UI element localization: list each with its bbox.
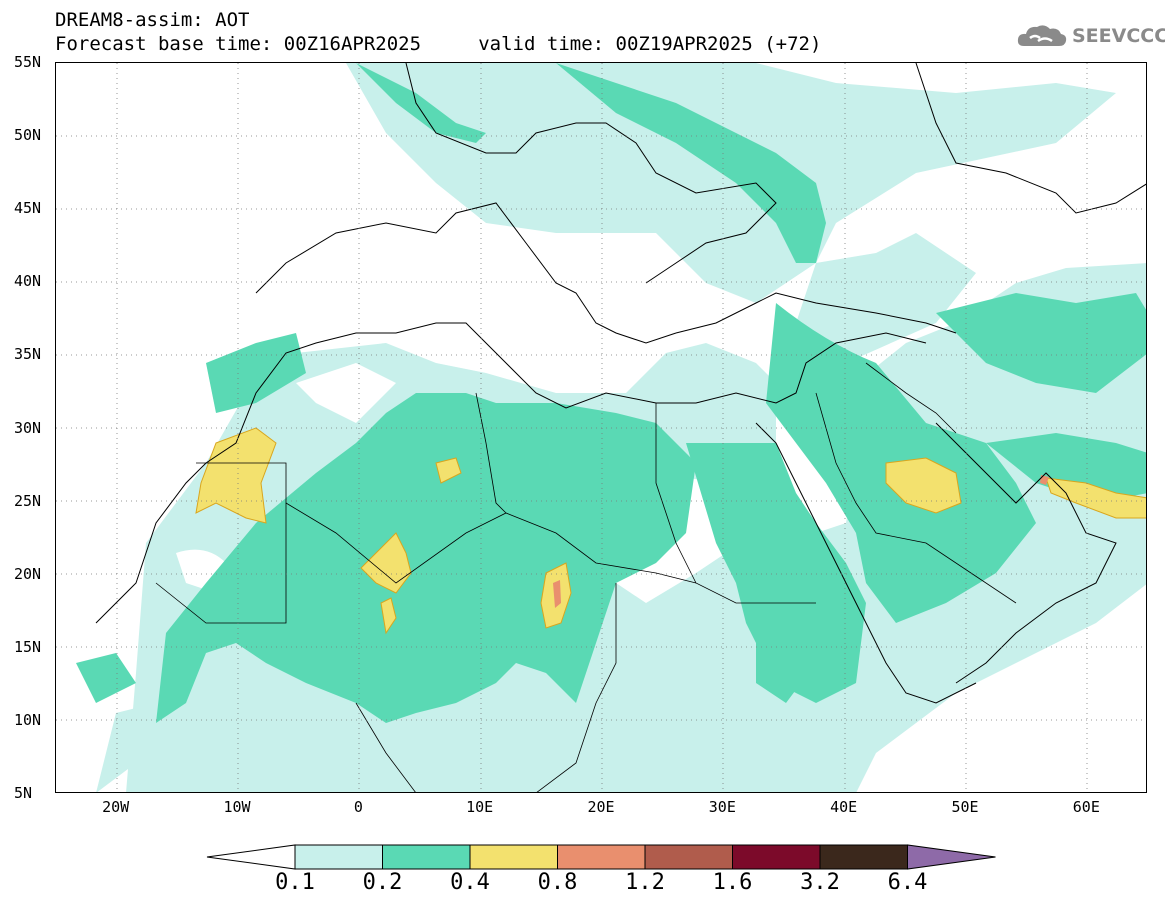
colorbar-segment: [382, 844, 471, 870]
lon-tick-label: 30E: [708, 798, 736, 816]
colorbar-over-arrow: [907, 844, 996, 870]
lat-tick-label: 40N: [14, 272, 42, 291]
colorbar-label: 0.4: [450, 870, 490, 895]
colorbar-segment: [557, 844, 646, 870]
graticule: [56, 63, 1146, 792]
aot-field-0.4: [195, 427, 1146, 635]
colorbar-segment: [819, 844, 908, 870]
lat-tick-label: 55N: [14, 53, 42, 71]
colorbar-segment: [469, 844, 558, 870]
aot-map-canvas: [56, 63, 1146, 792]
lat-tick-label: 15N: [14, 637, 42, 656]
lat-tick-label: 50N: [14, 126, 42, 145]
lon-tick-label: 10E: [466, 798, 494, 816]
lat-tick-label: 5N: [14, 784, 33, 802]
lon-tick-label: 50E: [951, 798, 979, 816]
colorbar: [206, 844, 996, 870]
lat-tick-label: 20N: [14, 564, 42, 583]
colorbar-label: 0.2: [362, 870, 403, 895]
colorbar-label: 0.8: [537, 870, 578, 895]
coastlines: [95, 63, 1146, 704]
lat-tick-label: 10N: [14, 710, 42, 729]
cloud-icon: [1017, 25, 1067, 46]
lon-tick-label: 40E: [830, 798, 858, 816]
logo-text: SEEVCCC: [1072, 25, 1165, 47]
map-title: DREAM8-assim: AOT: [55, 9, 250, 31]
colorbar-segment: [644, 844, 733, 870]
lat-tick-label: 35N: [14, 345, 42, 364]
lon-tick-label: 0: [353, 798, 363, 816]
colorbar-segment: [732, 844, 821, 870]
lon-tick-label: 20E: [587, 798, 615, 816]
colorbar-label: 1.6: [712, 870, 753, 895]
colorbar-label: 3.2: [800, 870, 840, 895]
lon-tick-label: 10W: [223, 798, 251, 816]
colorbar-label: 1.2: [625, 870, 665, 895]
colorbar-under-arrow: [206, 844, 296, 870]
forecast-times: Forecast base time: 00Z16APR2025 valid t…: [55, 33, 822, 55]
lat-tick-label: 45N: [14, 199, 42, 218]
seevccc-logo: SEEVCCC: [1016, 22, 1165, 50]
colorbar-segment: [294, 844, 383, 870]
aot-map: [55, 62, 1147, 793]
lat-tick-label: 30N: [14, 418, 42, 437]
aot-field-0.8: [553, 475, 1049, 608]
lat-tick-label: 25N: [14, 491, 42, 510]
colorbar-label: 0.1: [275, 870, 315, 895]
country-borders: [155, 362, 1017, 792]
lon-tick-label: 60E: [1072, 798, 1100, 816]
lon-tick-label: 20W: [102, 798, 130, 816]
colorbar-label: 6.4: [887, 870, 928, 895]
